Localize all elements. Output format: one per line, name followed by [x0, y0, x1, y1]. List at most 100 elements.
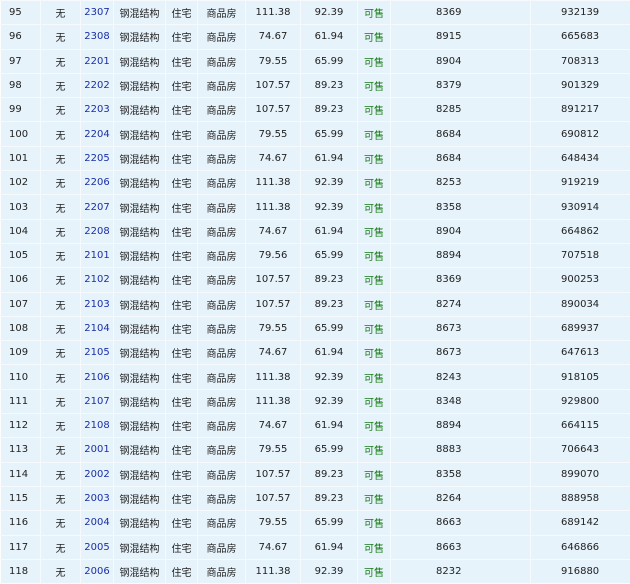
usage-cell: 住宅	[165, 461, 198, 487]
structure-cell: 钢混结构	[113, 364, 166, 390]
unit-price-cell: 8904	[390, 48, 531, 74]
inner-area-cell: 65.99	[300, 242, 358, 269]
row-number: 115	[0, 485, 41, 512]
floor-cell: 无	[40, 0, 81, 26]
unit-price-cell: 8684	[390, 121, 531, 147]
room-link[interactable]: 2207	[84, 201, 110, 213]
room-link[interactable]: 2108	[84, 420, 110, 432]
row-number: 116	[0, 510, 41, 536]
floor-area-cell: 79.55	[245, 437, 301, 463]
structure-cell: 钢混结构	[113, 170, 166, 196]
inner-area-cell: 92.39	[300, 170, 358, 196]
usage-cell: 住宅	[165, 437, 198, 463]
room-link[interactable]: 2206	[84, 177, 110, 189]
room-link[interactable]: 2005	[84, 541, 110, 553]
room-link[interactable]: 2104	[84, 323, 110, 334]
total-price-cell: 648434	[530, 145, 630, 172]
room-link[interactable]: 2205	[84, 152, 110, 164]
status-cell: 可售	[357, 558, 391, 584]
floor-cell: 无	[40, 437, 81, 463]
room-link[interactable]: 2001	[84, 444, 110, 456]
inner-area-cell: 61.94	[300, 145, 358, 172]
row-number: 99	[0, 97, 41, 123]
room-link[interactable]: 2208	[84, 225, 110, 237]
room-cell: 2204	[80, 121, 114, 147]
status-cell: 可售	[357, 534, 391, 560]
table-row: 99 无 2203 钢混结构 住宅 商品房 107.57 89.23 可售 82…	[0, 97, 630, 123]
room-cell: 2307	[80, 0, 114, 26]
room-cell: 2208	[80, 218, 114, 244]
unit-price-cell: 8369	[390, 0, 531, 26]
usage-cell: 住宅	[165, 48, 198, 74]
inner-area-cell: 65.99	[300, 48, 358, 74]
room-cell: 2102	[80, 267, 114, 293]
inner-area-cell: 89.23	[300, 461, 358, 487]
structure-cell: 钢混结构	[113, 194, 166, 220]
room-link[interactable]: 2102	[84, 274, 110, 286]
floor-cell: 无	[40, 291, 81, 317]
total-price-cell: 919219	[530, 170, 630, 196]
row-number: 113	[0, 437, 41, 463]
structure-cell: 钢混结构	[113, 437, 166, 463]
room-link[interactable]: 2006	[84, 565, 110, 577]
property-type-cell: 商品房	[197, 510, 246, 536]
room-link[interactable]: 2204	[84, 128, 110, 140]
property-type-cell: 商品房	[197, 267, 246, 293]
floor-cell: 无	[40, 461, 81, 487]
room-link[interactable]: 2202	[84, 80, 110, 92]
structure-cell: 钢混结构	[113, 145, 166, 172]
floor-cell: 无	[40, 558, 81, 584]
total-price-cell: 890034	[530, 291, 630, 317]
inner-area-cell: 61.94	[300, 340, 358, 366]
room-cell: 2006	[80, 558, 114, 584]
room-link[interactable]: 2203	[84, 104, 110, 116]
room-link[interactable]: 2308	[84, 31, 110, 43]
table-row: 113 无 2001 钢混结构 住宅 商品房 79.55 65.99 可售 88…	[0, 437, 630, 463]
room-link[interactable]: 2002	[84, 468, 110, 480]
room-cell: 2105	[80, 340, 114, 366]
total-price-cell: 665683	[530, 24, 630, 50]
room-link[interactable]: 2103	[84, 298, 110, 310]
row-number: 101	[0, 145, 41, 172]
status-cell: 可售	[357, 510, 391, 536]
row-number: 100	[0, 121, 41, 147]
room-link[interactable]: 2107	[84, 395, 110, 407]
room-link[interactable]: 2106	[84, 371, 110, 383]
status-cell: 可售	[357, 194, 391, 220]
inner-area-cell: 65.99	[300, 315, 358, 342]
status-cell: 可售	[357, 121, 391, 147]
total-price-cell: 900253	[530, 267, 630, 293]
room-link[interactable]: 2101	[84, 250, 110, 262]
inner-area-cell: 61.94	[300, 534, 358, 560]
unit-price-cell: 8379	[390, 72, 531, 99]
room-link[interactable]: 2105	[84, 347, 110, 359]
usage-cell: 住宅	[165, 485, 198, 512]
unit-price-cell: 8904	[390, 218, 531, 244]
status-cell: 可售	[357, 48, 391, 74]
room-link[interactable]: 2307	[84, 7, 110, 19]
usage-cell: 住宅	[165, 510, 198, 536]
floor-cell: 无	[40, 485, 81, 512]
room-link[interactable]: 2201	[84, 55, 110, 67]
total-price-cell: 888958	[530, 485, 630, 512]
table-row: 98 无 2202 钢混结构 住宅 商品房 107.57 89.23 可售 83…	[0, 72, 630, 99]
usage-cell: 住宅	[165, 121, 198, 147]
unit-price-cell: 8274	[390, 291, 531, 317]
floor-area-cell: 74.67	[245, 24, 301, 50]
status-cell: 可售	[357, 72, 391, 99]
room-link[interactable]: 2003	[84, 493, 110, 505]
total-price-cell: 690812	[530, 121, 630, 147]
floor-cell: 无	[40, 170, 81, 196]
unit-price-cell: 8883	[390, 437, 531, 463]
floor-area-cell: 79.55	[245, 121, 301, 147]
room-link[interactable]: 2004	[84, 517, 110, 529]
property-type-cell: 商品房	[197, 170, 246, 196]
floor-cell: 无	[40, 388, 81, 415]
unit-price-cell: 8232	[390, 558, 531, 584]
status-cell: 可售	[357, 97, 391, 123]
status-cell: 可售	[357, 364, 391, 390]
property-type-cell: 商品房	[197, 534, 246, 560]
status-cell: 可售	[357, 315, 391, 342]
unit-price-cell: 8673	[390, 315, 531, 342]
total-price-cell: 891217	[530, 97, 630, 123]
